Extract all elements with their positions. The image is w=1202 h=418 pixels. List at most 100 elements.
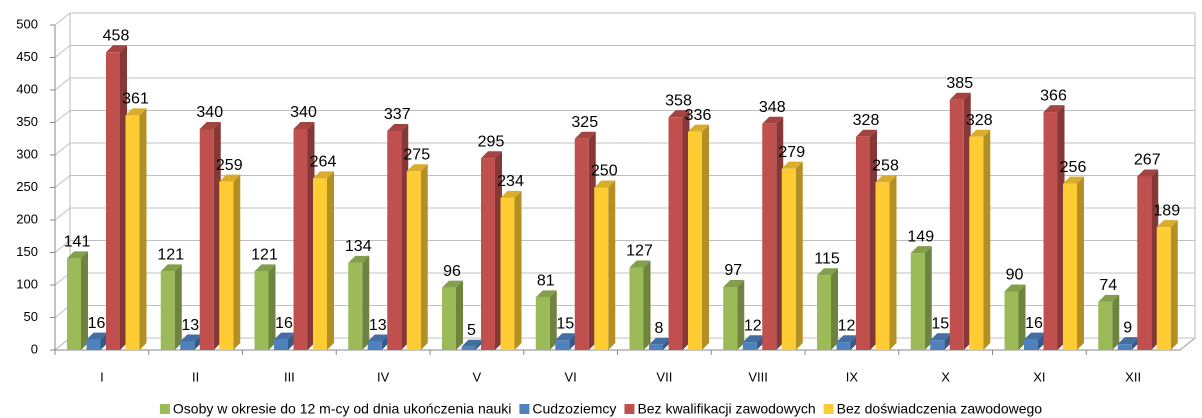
- bar: [910, 246, 932, 350]
- bar-front: [555, 340, 570, 350]
- bar-top: [500, 190, 522, 198]
- data-label: 275: [403, 146, 430, 163]
- bar: [836, 335, 858, 350]
- bar-front: [1137, 176, 1152, 350]
- bar-front: [875, 182, 890, 350]
- data-label: 234: [497, 173, 524, 190]
- bar-side: [702, 124, 709, 350]
- data-label: 366: [1040, 87, 1067, 104]
- bar: [649, 337, 670, 350]
- y-tick-label: 400: [16, 81, 38, 96]
- bar-side: [1151, 169, 1159, 350]
- bar-side: [1038, 332, 1045, 350]
- bar: [481, 151, 502, 350]
- bar: [817, 268, 838, 350]
- bar: [1098, 294, 1120, 350]
- data-label: 361: [122, 91, 149, 108]
- data-label: 16: [1025, 315, 1043, 332]
- data-label: 12: [838, 317, 856, 334]
- bar-side: [1170, 220, 1178, 350]
- data-label: 115: [814, 250, 840, 267]
- legend-swatch: [823, 404, 834, 414]
- bar-side: [174, 264, 182, 350]
- data-label: 328: [966, 112, 993, 129]
- bar-side: [889, 175, 897, 350]
- data-label: 458: [103, 28, 130, 45]
- grid-line: [54, 207, 1195, 221]
- bar-top: [1043, 105, 1065, 113]
- bar: [668, 110, 690, 350]
- bar: [106, 45, 127, 351]
- data-label: 15: [556, 315, 574, 332]
- bar-top: [649, 337, 670, 345]
- bar: [500, 190, 522, 350]
- x-tick-label: VII: [656, 369, 672, 384]
- bar-top: [160, 264, 182, 272]
- data-label: 9: [1123, 319, 1132, 336]
- data-label: 325: [571, 114, 598, 131]
- bar-top: [406, 164, 428, 172]
- bar: [949, 92, 971, 350]
- data-label: 337: [384, 106, 411, 123]
- bar: [930, 333, 952, 350]
- bar-top: [969, 129, 991, 137]
- bar: [1004, 284, 1026, 350]
- data-label: 127: [626, 243, 653, 260]
- bar-side: [795, 161, 803, 350]
- bar-front: [1004, 291, 1019, 350]
- bar-top: [875, 175, 897, 183]
- bar-front: [274, 339, 288, 350]
- bar-front: [86, 339, 101, 350]
- x-tick-label: VI: [564, 369, 576, 384]
- bar-front: [180, 341, 195, 350]
- bar-front: [406, 171, 421, 350]
- bar-top: [574, 131, 596, 139]
- bar-side: [475, 339, 483, 350]
- data-label: 134: [345, 238, 372, 255]
- grid-line: [54, 110, 1195, 123]
- bar-front: [629, 267, 644, 350]
- bar-front: [688, 131, 702, 350]
- grid-line: [54, 12, 1195, 26]
- bar: [348, 255, 370, 350]
- bar-top: [817, 268, 838, 276]
- bar-side: [924, 246, 932, 350]
- y-tick-label: 500: [16, 16, 38, 31]
- bar-top: [1024, 332, 1045, 340]
- bar-top: [781, 161, 803, 169]
- bar-front: [949, 99, 964, 350]
- y-tick-label: 0: [31, 341, 38, 356]
- data-label: 12: [744, 317, 762, 334]
- bar-side: [756, 335, 764, 350]
- bar-top: [910, 246, 932, 254]
- bar-side: [268, 264, 276, 350]
- bar: [688, 124, 709, 350]
- bar-side: [850, 335, 858, 350]
- data-label: 121: [251, 247, 278, 264]
- bar-side: [963, 92, 971, 350]
- bar-top: [274, 332, 295, 340]
- data-label: 16: [275, 315, 293, 332]
- bar-front: [781, 168, 796, 350]
- bar: [629, 260, 651, 350]
- bar-front: [668, 117, 683, 350]
- bar-top: [442, 280, 463, 288]
- y-tick-label: 250: [16, 179, 38, 194]
- bar-top: [688, 124, 709, 132]
- bar-side: [213, 122, 221, 350]
- grid-line: [54, 77, 1195, 91]
- bar: [367, 334, 389, 350]
- bar: [86, 332, 108, 350]
- bar-front: [574, 138, 589, 350]
- bar-front: [367, 341, 382, 350]
- bar-top: [313, 171, 334, 179]
- bar-top: [1156, 220, 1178, 228]
- bar-side: [776, 116, 784, 350]
- y-tick-label: 300: [16, 146, 38, 161]
- bar-top: [742, 335, 764, 343]
- bar-top: [67, 251, 88, 259]
- bar-front: [1024, 339, 1038, 350]
- data-label: 15: [931, 315, 949, 332]
- bar-side: [682, 110, 690, 350]
